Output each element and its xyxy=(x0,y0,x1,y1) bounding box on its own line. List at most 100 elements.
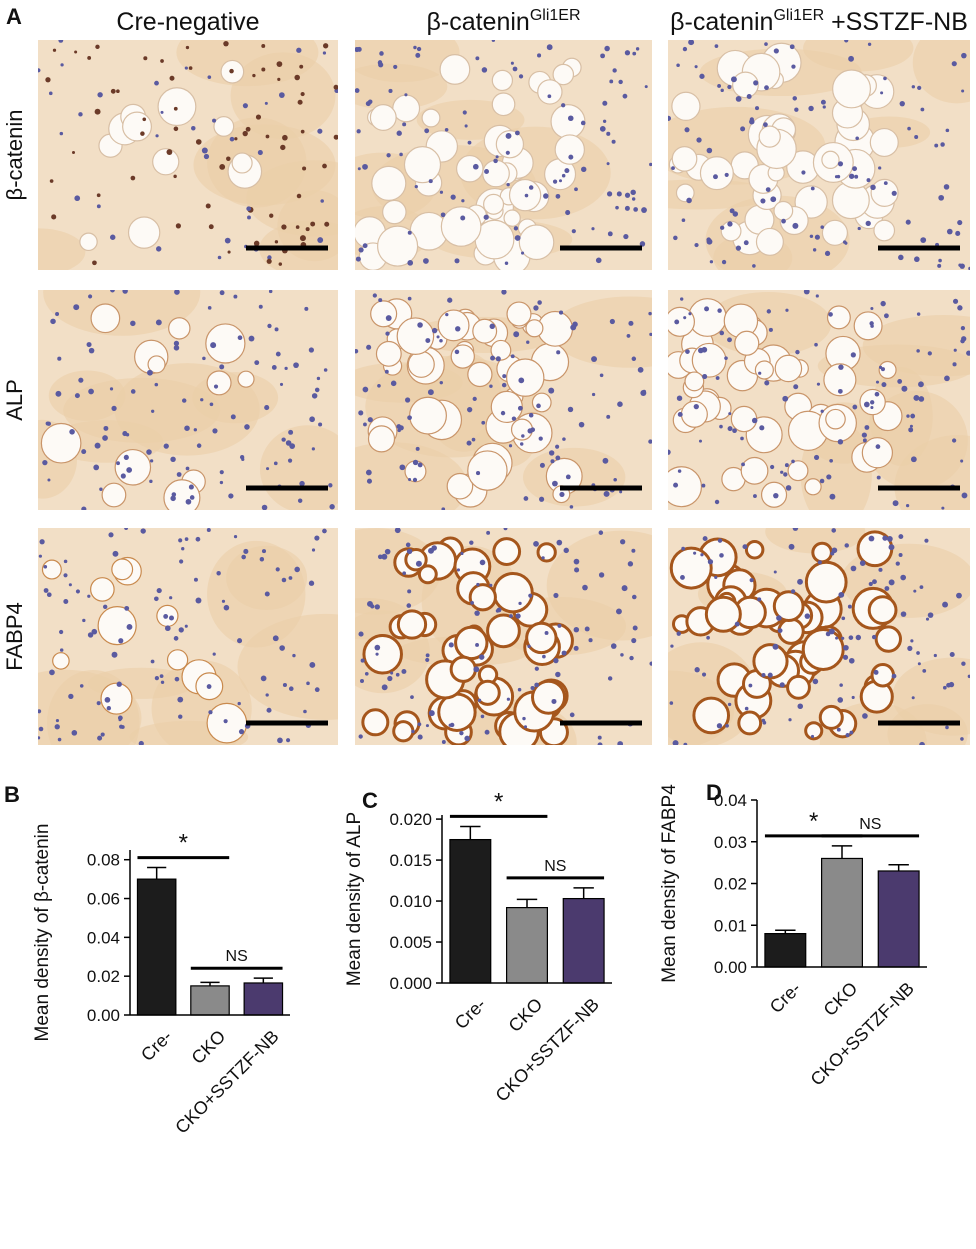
nucleus xyxy=(680,575,685,580)
x-tick-label: CKO+SSTZF-NB xyxy=(171,1026,282,1137)
nucleus xyxy=(607,231,613,237)
nucleus xyxy=(868,581,873,587)
nucleus xyxy=(223,40,229,47)
adipocyte xyxy=(168,317,191,340)
nucleus xyxy=(287,458,293,463)
adipocyte xyxy=(821,150,840,169)
nucleus xyxy=(317,237,324,243)
nucleus xyxy=(570,324,577,331)
nucleus xyxy=(454,349,460,355)
adipocyte xyxy=(97,606,137,646)
nucleus xyxy=(297,498,303,503)
nucleus xyxy=(952,362,957,367)
nucleus xyxy=(366,344,372,350)
nucleus xyxy=(911,85,916,89)
nucleus xyxy=(174,676,180,682)
nucleus xyxy=(615,205,619,210)
nucleus xyxy=(748,683,753,688)
nucleus xyxy=(515,613,521,619)
nucleus xyxy=(486,530,491,535)
nucleus xyxy=(569,712,575,718)
nucleus xyxy=(918,396,925,402)
nucleus xyxy=(279,382,284,386)
nucleus xyxy=(95,44,100,50)
nucleus xyxy=(110,88,116,94)
nucleus xyxy=(913,589,917,593)
nucleus xyxy=(910,413,916,419)
adipocyte xyxy=(755,227,784,256)
nucleus xyxy=(857,226,861,231)
nucleus xyxy=(229,136,235,142)
nucleus xyxy=(282,134,288,141)
nucleus xyxy=(764,85,769,91)
nucleus xyxy=(130,320,136,327)
nucleus xyxy=(496,607,502,613)
nucleus xyxy=(118,638,124,644)
nucleus xyxy=(602,100,608,106)
bone-matrix xyxy=(803,40,914,72)
nucleus xyxy=(615,608,622,615)
nucleus xyxy=(706,147,713,154)
header-text: β-catenin xyxy=(426,8,529,36)
nucleus xyxy=(285,440,292,446)
nucleus xyxy=(967,674,970,679)
nucleus xyxy=(208,224,214,230)
nucleus xyxy=(591,392,596,397)
nucleus xyxy=(831,547,838,554)
nucleus xyxy=(320,199,324,203)
nucleus xyxy=(188,484,194,490)
nucleus xyxy=(138,740,144,745)
nucleus xyxy=(528,412,534,418)
nucleus xyxy=(791,459,795,464)
y-tick-label: 0.01 xyxy=(714,916,747,935)
nucleus xyxy=(404,397,411,403)
nucleus xyxy=(862,713,868,719)
nucleus xyxy=(911,696,915,700)
nucleus xyxy=(606,162,610,166)
row-label: β-catenin xyxy=(2,110,27,201)
y-tick-label: 0.04 xyxy=(714,791,747,810)
nucleus xyxy=(850,565,857,572)
nucleus xyxy=(470,600,474,605)
nucleus xyxy=(639,241,646,247)
nucleus xyxy=(541,556,545,560)
nucleus xyxy=(629,655,634,661)
nucleus xyxy=(676,395,683,401)
adipocyte xyxy=(821,219,849,246)
nucleus xyxy=(55,719,60,723)
nucleus xyxy=(246,206,252,212)
nucleus xyxy=(50,318,56,325)
nucleus xyxy=(934,143,939,148)
nucleus xyxy=(677,411,683,417)
nucleus xyxy=(938,194,945,201)
nucleus xyxy=(324,221,330,227)
nucleus xyxy=(758,371,762,375)
nucleus xyxy=(672,740,679,745)
nucleus xyxy=(824,250,831,257)
adipocyte xyxy=(754,360,774,380)
nucleus xyxy=(882,535,888,541)
nucleus xyxy=(286,738,291,743)
nucleus xyxy=(649,332,652,337)
nucleus xyxy=(49,669,55,676)
nucleus xyxy=(384,548,391,555)
nucleus xyxy=(459,730,464,736)
adipocyte xyxy=(474,679,501,706)
nucleus xyxy=(43,588,49,593)
nucleus xyxy=(484,169,489,174)
nucleus xyxy=(548,387,555,394)
nucleus xyxy=(200,398,204,402)
nucleus xyxy=(878,166,882,170)
adipocyte xyxy=(370,300,398,328)
nucleus xyxy=(360,658,365,663)
nucleus xyxy=(633,207,638,212)
nucleus xyxy=(553,592,559,598)
nucleus xyxy=(623,233,629,240)
nucleus xyxy=(217,255,222,260)
nucleus xyxy=(632,51,637,56)
nucleus xyxy=(610,643,617,649)
nucleus xyxy=(863,401,870,408)
nucleus xyxy=(275,351,281,357)
nucleus xyxy=(919,741,925,745)
y-tick-label: 0.010 xyxy=(389,892,432,911)
